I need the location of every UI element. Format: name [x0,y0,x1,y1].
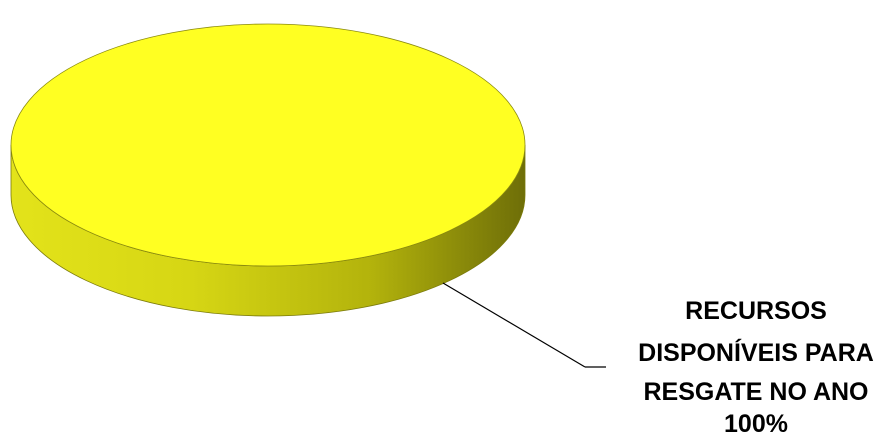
data-label-line-1: RECURSOS [685,297,827,325]
pie-slices [10,23,526,317]
slice-data-label: RECURSOS DISPONÍVEIS PARA RESGATE NO ANO… [638,297,874,438]
data-label-line-3: RESGATE NO ANO [643,378,868,406]
pie-slice-0 [10,23,526,267]
data-label-value: 100% [724,410,788,438]
data-label-line-2: DISPONÍVEIS PARA [638,338,874,367]
leader-line [442,282,586,368]
